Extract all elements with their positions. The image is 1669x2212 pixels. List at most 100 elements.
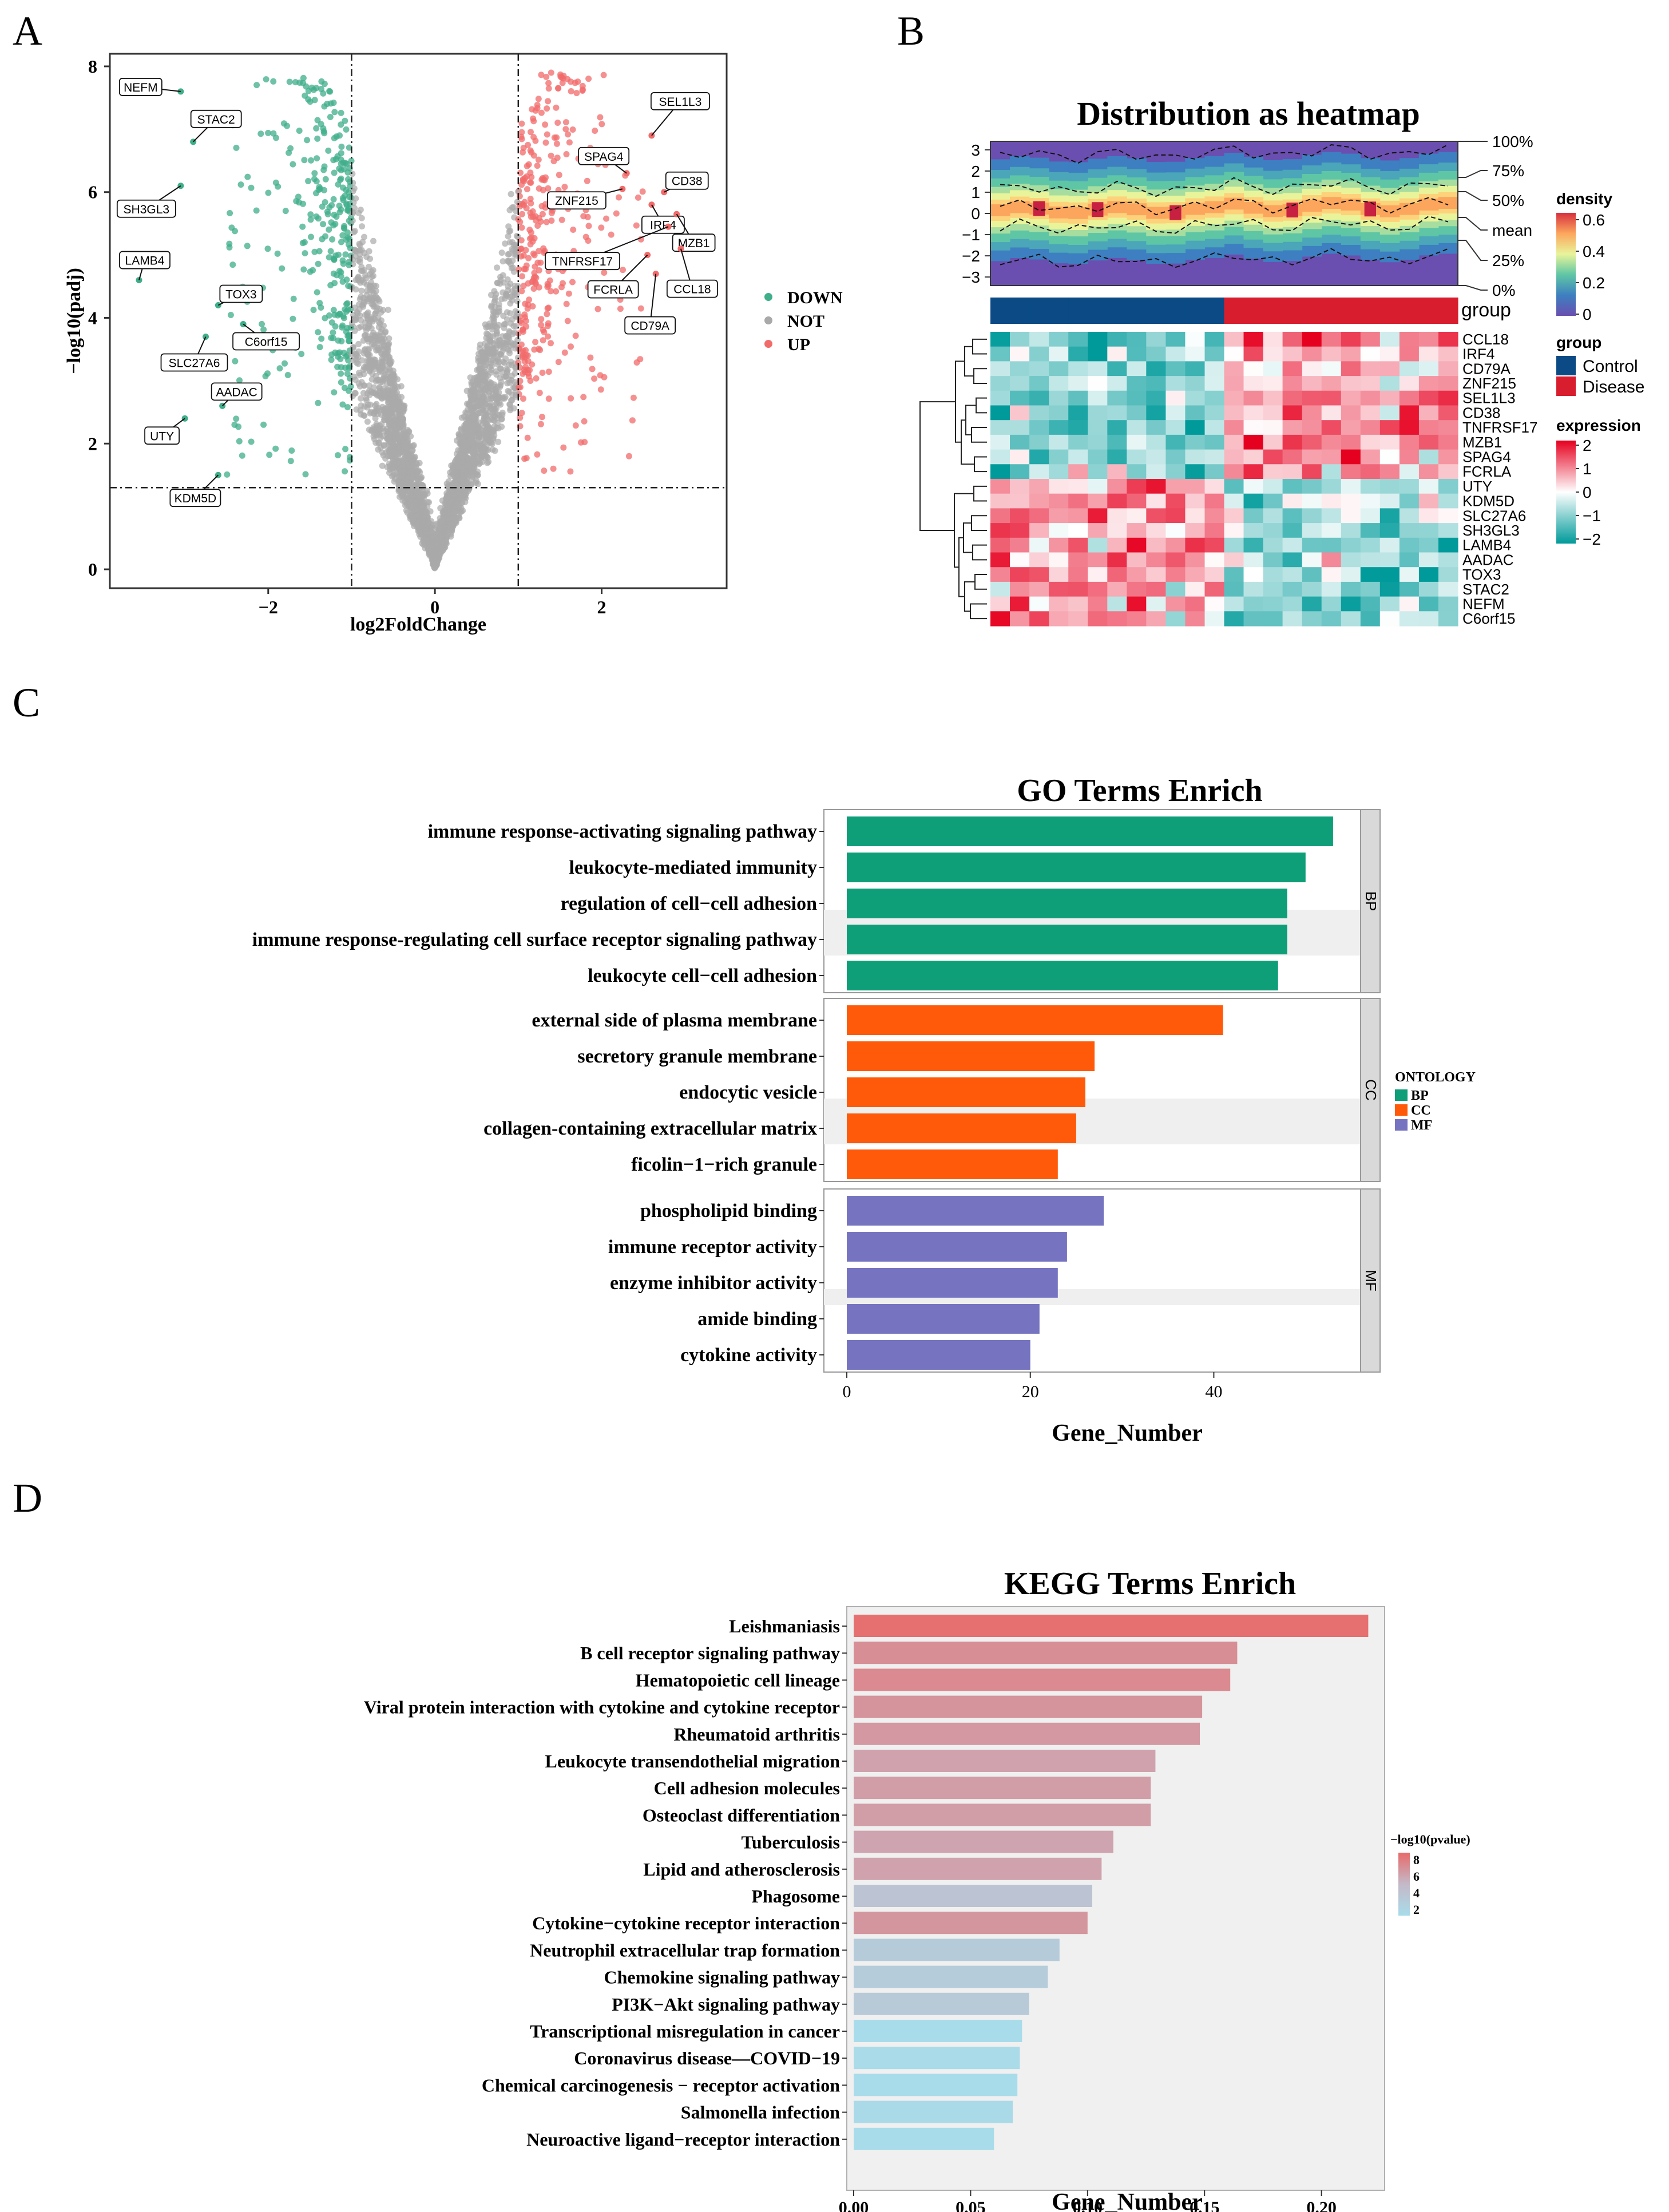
heatmap-cell (1321, 434, 1342, 450)
volcano-point (340, 166, 347, 173)
volcano-point (376, 384, 383, 391)
volcano-point (580, 213, 587, 220)
heatmap-cell (990, 581, 1010, 597)
heatmap-cell (1263, 493, 1283, 509)
heatmap-cell (1107, 449, 1127, 465)
heatmap-cell (1360, 390, 1381, 406)
go-category-label: regulation of cell−cell adhesion (561, 893, 818, 914)
heatmap-cell (1302, 508, 1322, 524)
volcano-point (489, 356, 496, 363)
heatmap-cell (1029, 537, 1049, 553)
heatmap-cell (1127, 523, 1147, 538)
heatmap-cell (1302, 390, 1322, 406)
heatmap-cell (1185, 567, 1205, 582)
heatmap-cell (1127, 434, 1147, 450)
volcano-point (366, 264, 372, 270)
kegg-bar (854, 1992, 1029, 2015)
heatmap-cell (1418, 493, 1439, 509)
heatmap-cell (1399, 611, 1420, 627)
volcano-point (517, 414, 524, 421)
volcano-point (581, 439, 588, 446)
volcano-point (477, 425, 483, 432)
go-category-label: ficolin−1−rich granule (631, 1154, 817, 1175)
heatmap-cell (1165, 479, 1186, 494)
heatmap-cell (1302, 420, 1322, 435)
volcano-point (520, 395, 526, 402)
density-legend-title: density (1556, 190, 1612, 208)
volcano-point (523, 262, 530, 269)
go-category-label: phospholipid binding (640, 1200, 817, 1222)
heatmap-cell (1379, 449, 1400, 465)
volcano-point (535, 96, 542, 102)
volcano-point (308, 84, 315, 91)
volcano-point (342, 117, 348, 124)
heatmap-cell (990, 346, 1010, 362)
volcano-point (454, 455, 461, 462)
heatmap-cell (1224, 346, 1244, 362)
volcano-point (342, 468, 348, 475)
volcano-point (318, 86, 324, 92)
heatmap-cell (1165, 508, 1186, 524)
go-legend-bp-label: BP (1411, 1088, 1429, 1103)
volcano-point (510, 242, 517, 248)
heatmap-cell (1088, 405, 1108, 421)
heatmap-cell (1146, 420, 1166, 435)
volcano-point (380, 391, 387, 398)
heatmap-cell (1107, 611, 1127, 627)
expression-legend-tick-label: 1 (1583, 460, 1592, 478)
heatmap-cell (1263, 537, 1283, 553)
volcano-point (406, 428, 413, 435)
volcano-point (512, 345, 519, 352)
volcano-point (560, 280, 566, 287)
kegg-bar (854, 1939, 1060, 1961)
volcano-point (565, 131, 571, 138)
volcano-point (560, 73, 567, 79)
gene-label-box (169, 489, 221, 508)
volcano-point (522, 314, 529, 321)
legend-down-label: DOWN (787, 288, 843, 307)
heatmap-gene-label: SLC27A6 (1462, 507, 1526, 524)
volcano-point (513, 389, 519, 396)
heatmap-cell (1204, 508, 1225, 524)
heatmap-cell (1224, 552, 1244, 568)
heatmap-cell (1107, 493, 1127, 509)
gene-label-box (232, 332, 300, 351)
dendrogram-branch (974, 574, 987, 590)
volcano-point (397, 413, 403, 419)
group-cell (1204, 298, 1225, 324)
heatmap-cell (1127, 390, 1147, 406)
gene-label-box (211, 382, 263, 401)
heatmap-gene-label: NEFM (1462, 596, 1505, 613)
volcano-point (534, 223, 541, 229)
volcano-point (282, 360, 288, 367)
volcano-point (471, 387, 478, 394)
volcano-point (290, 295, 297, 302)
heatmap-cell (1029, 611, 1049, 627)
heatmap-cell (1224, 596, 1244, 612)
volcano-point (528, 229, 534, 236)
heatmap-cell (1399, 376, 1420, 391)
volcano-point (253, 207, 260, 214)
volcano-point (536, 267, 542, 273)
volcano-point (244, 243, 251, 249)
kegg-bar (854, 2074, 1018, 2096)
heatmap-cell (1127, 346, 1147, 362)
volcano-point (331, 109, 338, 116)
heatmap-cell (1049, 346, 1069, 362)
volcano-point (371, 411, 378, 417)
heatmap-cell (1088, 376, 1108, 391)
volcano-point (534, 162, 541, 169)
volcano-points (224, 69, 647, 572)
quantile-line (1000, 177, 1449, 197)
density-band (1049, 206, 1069, 219)
go-legend: ONTOLOGY BP CC MF (1395, 1070, 1476, 1133)
heatmap-cell (1224, 537, 1244, 553)
volcano-point (539, 370, 546, 376)
heatmap-cell (1088, 464, 1108, 479)
volcano-point (489, 410, 496, 417)
volcano-point (434, 540, 441, 547)
volcano-point (529, 303, 536, 310)
volcano-point (330, 100, 337, 106)
volcano-point (414, 461, 421, 467)
heatmap-cell (1088, 596, 1108, 612)
